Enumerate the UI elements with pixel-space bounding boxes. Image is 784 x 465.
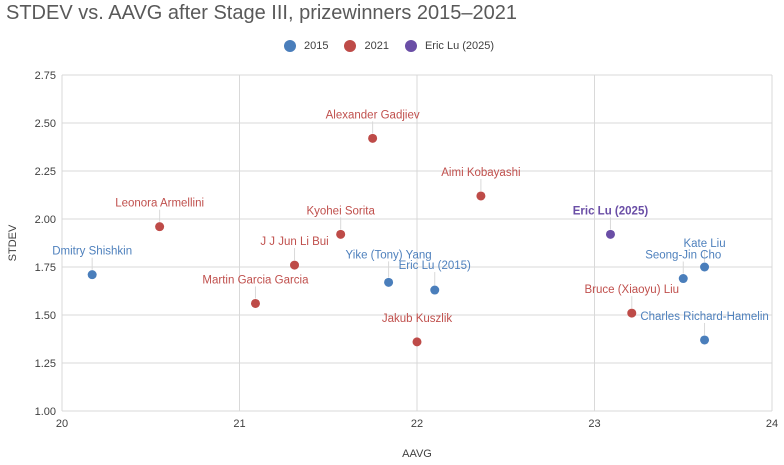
- legend-item-2015[interactable]: 2015: [284, 40, 328, 52]
- x-axis-title: AAVG: [402, 448, 432, 460]
- data-point-yike-tony-yang[interactable]: [384, 277, 394, 287]
- data-point-martin-garcia-garcia[interactable]: [250, 298, 260, 308]
- data-label-seong-jin-cho: Seong-Jin Cho: [645, 250, 721, 262]
- y-tick-label: 1.75: [35, 262, 56, 274]
- legend-label: Eric Lu (2025): [424, 40, 495, 52]
- x-tick-label: 23: [588, 418, 600, 430]
- data-label-aimi-kobayashi: Aimi Kobayashi: [441, 167, 520, 179]
- legend: 2015 2021 Eric Lu (2025): [284, 38, 510, 54]
- data-point-jakub-kuszlik[interactable]: [412, 337, 422, 347]
- data-label-kate-liu: Kate Liu: [683, 238, 725, 250]
- data-label-yike-tony-yang: Yike (Tony) Yang: [346, 249, 432, 261]
- data-point-seong-jin-cho[interactable]: [678, 274, 688, 284]
- data-label-jakub-kuszlik: Jakub Kuszlik: [382, 313, 453, 325]
- legend-marker-eric-lu-2025: [404, 40, 417, 52]
- data-label-charles-richard-hamelin: Charles Richard-Hamelin: [640, 311, 768, 323]
- legend-item-2021[interactable]: 2021: [344, 40, 389, 52]
- x-tick-label: 22: [411, 418, 423, 430]
- data-label-alexander-gadjiev: Alexander Gadjiev: [326, 109, 420, 121]
- data-label-dmitry-shishkin: Dmitry Shishkin: [52, 246, 132, 258]
- y-tick-label: 1.50: [35, 310, 56, 322]
- data-point-eric-lu-2015[interactable]: [430, 285, 440, 295]
- x-tick-label: 21: [233, 418, 245, 430]
- data-label-leonora-armellini: Leonora Armellini: [115, 198, 204, 210]
- y-tick-label: 2.50: [35, 118, 56, 130]
- x-tick-label: 24: [766, 418, 778, 430]
- legend-marker-2021: [344, 40, 357, 52]
- data-point-aimi-kobayashi[interactable]: [476, 191, 486, 201]
- y-tick-label: 2.00: [35, 214, 56, 226]
- legend-marker-2015: [284, 40, 296, 52]
- data-point-eric-lu-2025[interactable]: [605, 229, 615, 239]
- legend-label: 2015: [304, 40, 329, 52]
- data-point-j-j-jun-li-bui[interactable]: [290, 260, 300, 270]
- data-label-eric-lu-2015: Eric Lu (2015): [399, 260, 471, 272]
- y-tick-label: 2.25: [35, 166, 56, 178]
- data-point-charles-richard-hamelin[interactable]: [700, 335, 710, 345]
- data-point-bruce-xiaoyu-liu[interactable]: [627, 308, 637, 318]
- legend-label: 2021: [364, 40, 389, 52]
- y-tick-label: 2.75: [35, 70, 56, 82]
- data-label-martin-garcia-garcia: Martin Garcia Garcia: [202, 274, 309, 286]
- data-point-leonora-armellini[interactable]: [155, 222, 165, 232]
- y-axis-title: STDEV: [7, 224, 19, 261]
- chart-title: STDEV vs. AAVG after Stage III, prizewin…: [6, 2, 518, 24]
- legend-item-eric-lu-2025[interactable]: Eric Lu (2025): [404, 40, 495, 52]
- y-tick-label: 1.00: [35, 406, 56, 418]
- x-tick-label: 20: [56, 418, 68, 430]
- data-point-dmitry-shishkin[interactable]: [87, 270, 97, 280]
- data-label-bruce-xiaoyu-liu: Bruce (Xiaoyu) Liu: [584, 284, 679, 296]
- data-label-j-j-jun-li-bui: J J Jun Li Bui: [260, 236, 328, 248]
- data-label-kyohei-sorita: Kyohei Sorita: [306, 205, 375, 217]
- data-point-alexander-gadjiev[interactable]: [368, 133, 378, 143]
- data-label-eric-lu-2025: Eric Lu (2025): [573, 205, 649, 217]
- data-point-kate-liu[interactable]: [700, 262, 710, 272]
- y-tick-label: 1.25: [35, 358, 56, 370]
- data-point-kyohei-sorita[interactable]: [336, 229, 346, 239]
